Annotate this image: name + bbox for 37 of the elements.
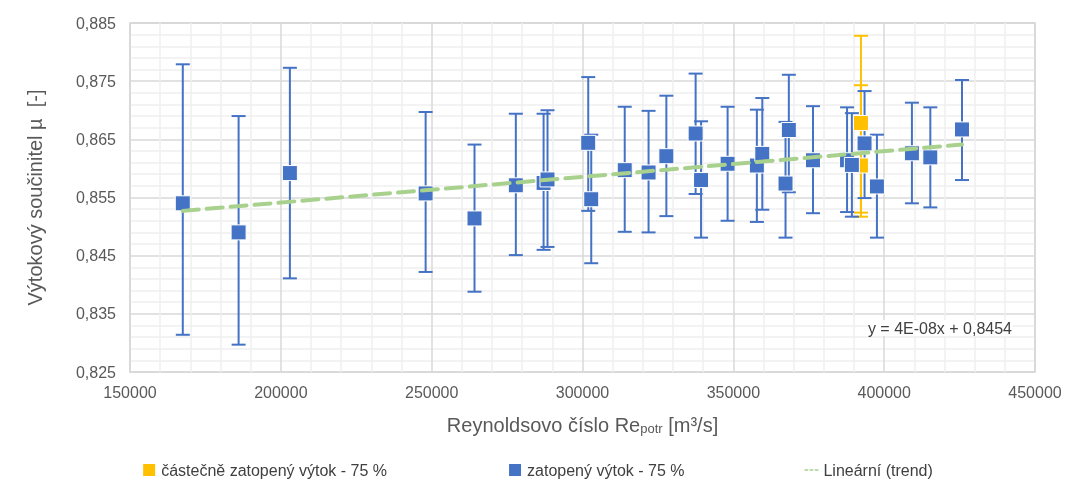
point [693, 172, 710, 189]
y-tick-label: 0,865 [75, 130, 117, 148]
point [868, 178, 885, 195]
point [843, 156, 860, 173]
point [852, 115, 869, 132]
x-tick-label: 300000 [555, 383, 610, 401]
y-tick-label: 0,845 [75, 247, 117, 265]
legend-label: zatopený výtok - 75 % [527, 461, 685, 479]
x-tick-label: 150000 [103, 383, 157, 401]
y-tick-label: 0,855 [75, 189, 117, 206]
x-axis-title: Reynoldsovo číslo Repotr [m³/s] [446, 413, 719, 436]
point [281, 165, 298, 182]
point [580, 134, 597, 151]
y-axis-title: Výtokový součinitel µ [-] [24, 89, 46, 306]
point [583, 191, 600, 208]
y-tick-label: 0,885 [75, 14, 117, 32]
y-tick-label: 0,825 [75, 363, 117, 381]
y-tick-label: 0,875 [75, 72, 117, 90]
point [856, 135, 873, 152]
point [780, 122, 797, 139]
point [174, 195, 191, 212]
annotation: y = 4E-08x + 0,8454 [867, 319, 1013, 337]
x-tick-label: 450000 [1008, 383, 1062, 401]
point [658, 148, 675, 165]
y-tick-label: 0,835 [75, 305, 117, 323]
x-tick-label: 400000 [857, 383, 911, 401]
legend-label: Lineární (trend) [823, 461, 933, 479]
point [922, 149, 939, 166]
point [466, 210, 483, 227]
x-tick-label: 250000 [404, 383, 459, 401]
legend-label: částečně zatopený výtok - 75 % [161, 461, 388, 479]
point [777, 175, 794, 192]
point [954, 121, 970, 138]
point [687, 125, 704, 142]
point [230, 224, 247, 241]
x-tick-label: 200000 [254, 383, 308, 401]
x-tick-label: 350000 [706, 383, 761, 401]
